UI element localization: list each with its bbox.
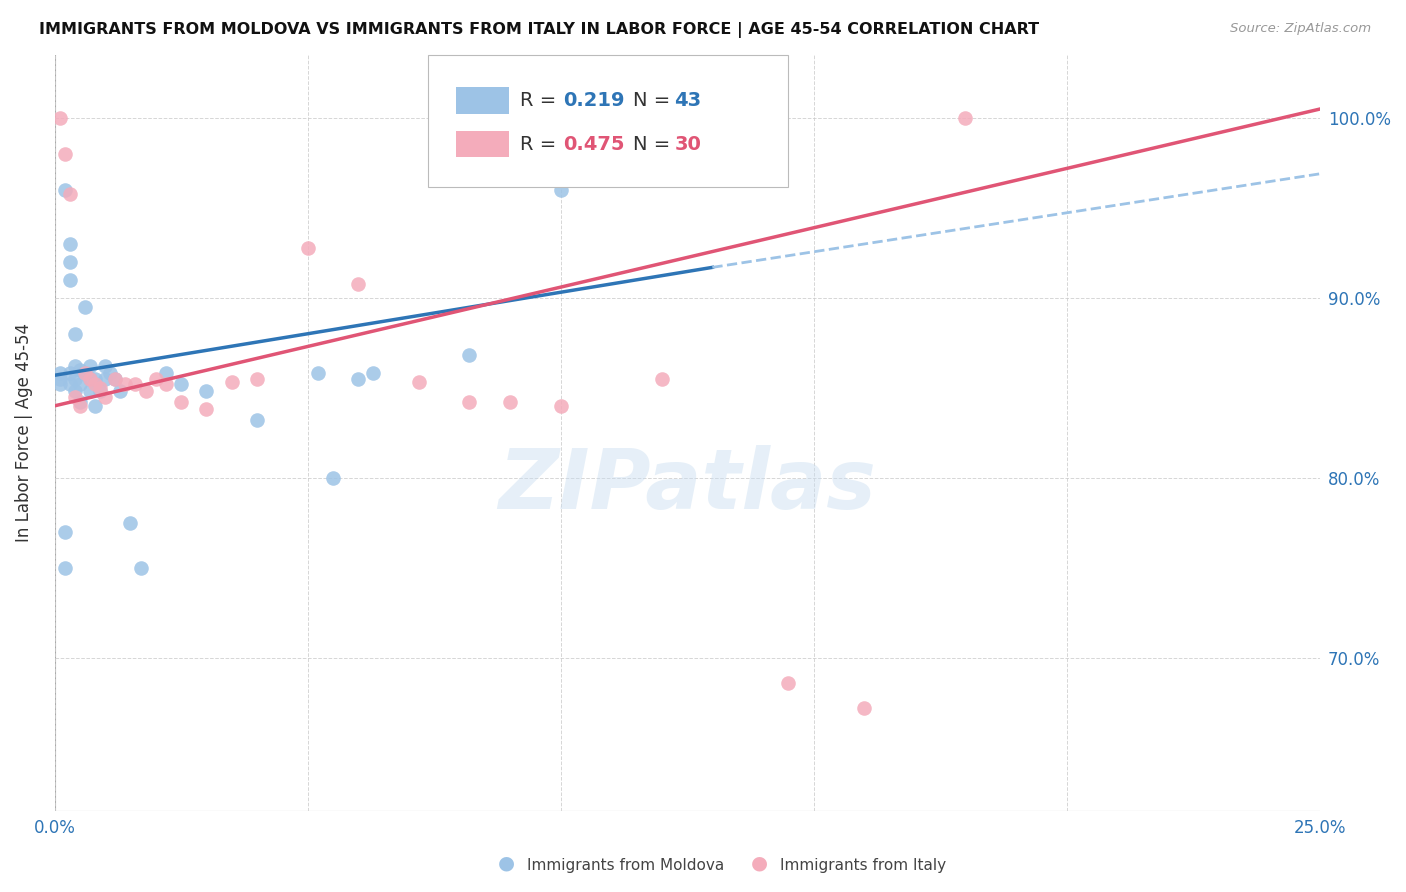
Text: 0.475: 0.475 (564, 135, 624, 153)
Point (69, 377, 91, 392)
Point (170, 395, 193, 409)
Point (458, 395, 481, 409)
Point (79, 384, 101, 399)
Point (114, 377, 136, 392)
Point (155, 377, 177, 392)
Point (69, 395, 91, 409)
Point (63, 390, 86, 404)
Text: ●: ● (498, 854, 515, 872)
Point (89, 381, 111, 395)
FancyBboxPatch shape (456, 131, 509, 158)
Text: ●: ● (751, 854, 768, 872)
Point (94, 359, 117, 374)
FancyBboxPatch shape (456, 87, 509, 113)
Point (53, 183, 76, 197)
Text: ZIPatlas: ZIPatlas (498, 445, 876, 526)
Point (458, 349, 481, 363)
Point (89, 384, 111, 399)
Point (221, 376, 243, 390)
Text: N =: N = (633, 91, 676, 110)
Point (297, 241, 319, 255)
Point (110, 384, 132, 399)
Text: N =: N = (633, 135, 676, 153)
Point (550, 399, 572, 413)
Point (63, 326, 86, 341)
Point (69, 363, 91, 377)
Text: R =: R = (520, 91, 562, 110)
Point (347, 372, 370, 386)
Point (124, 377, 146, 392)
Point (73, 367, 96, 381)
Point (499, 395, 522, 409)
Point (322, 471, 344, 485)
Point (778, 676, 800, 690)
Point (53, 147, 76, 161)
Point (84, 377, 107, 392)
Point (651, 372, 673, 386)
Point (63, 372, 86, 386)
Text: 43: 43 (675, 91, 702, 110)
Point (53, 524, 76, 539)
Point (59, 255, 82, 269)
FancyBboxPatch shape (427, 55, 789, 187)
Point (104, 372, 127, 386)
Point (246, 372, 269, 386)
Point (195, 402, 218, 417)
Text: R =: R = (520, 135, 562, 153)
Point (145, 372, 167, 386)
Point (63, 359, 86, 374)
Point (84, 372, 107, 386)
Text: 0.219: 0.219 (564, 91, 624, 110)
Text: IMMIGRANTS FROM MOLDOVA VS IMMIGRANTS FROM ITALY IN LABOR FORCE | AGE 45-54 CORR: IMMIGRANTS FROM MOLDOVA VS IMMIGRANTS FR… (39, 22, 1039, 38)
Point (79, 372, 101, 386)
Text: Immigrants from Italy: Immigrants from Italy (780, 858, 946, 873)
Point (155, 367, 177, 381)
Point (363, 367, 385, 381)
Point (104, 372, 127, 386)
Point (73, 300, 96, 314)
Point (246, 413, 269, 427)
Point (550, 183, 572, 197)
Point (79, 359, 101, 374)
Y-axis label: In Labor Force | Age 45-54: In Labor Force | Age 45-54 (15, 323, 32, 542)
Point (307, 367, 329, 381)
Point (69, 399, 91, 413)
Point (408, 376, 430, 390)
Point (63, 384, 86, 399)
Point (84, 399, 107, 413)
Point (853, 701, 876, 715)
Point (195, 384, 218, 399)
Point (48, 367, 70, 381)
Text: Source: ZipAtlas.com: Source: ZipAtlas.com (1230, 22, 1371, 36)
Point (59, 273, 82, 287)
Point (170, 377, 193, 392)
Point (955, 111, 977, 125)
Point (79, 372, 101, 386)
Point (48, 377, 70, 392)
Point (94, 390, 117, 404)
Point (129, 560, 152, 574)
Text: Immigrants from Moldova: Immigrants from Moldova (527, 858, 724, 873)
Point (120, 516, 142, 530)
Point (48, 111, 70, 125)
Point (59, 367, 82, 381)
Point (59, 186, 82, 201)
Point (135, 384, 157, 399)
Point (53, 560, 76, 574)
Point (59, 237, 82, 252)
Point (98, 367, 121, 381)
Point (347, 277, 370, 291)
Text: 30: 30 (675, 135, 702, 153)
Point (94, 372, 117, 386)
Point (73, 367, 96, 381)
Point (59, 377, 82, 392)
Point (48, 372, 70, 386)
